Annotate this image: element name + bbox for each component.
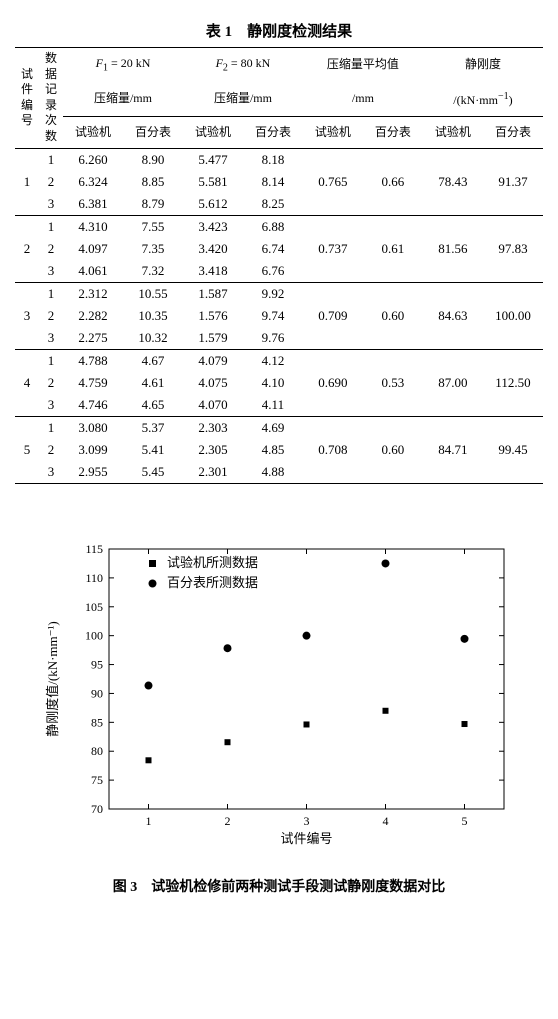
table-row: 16.2608.905.4778.18 <box>15 148 543 171</box>
table-row: 34.0617.323.4186.76 <box>15 260 543 283</box>
svg-text:5: 5 <box>462 814 468 828</box>
table-title: 表 1 静刚度检测结果 <box>15 20 543 41</box>
table-row: 224.0977.353.4206.740.7370.6181.5697.83 <box>15 238 543 260</box>
table-row: 34.7464.654.0704.11 <box>15 394 543 417</box>
table-row: 424.7594.614.0754.100.6900.5387.00112.50 <box>15 372 543 394</box>
svg-text:试件编号: 试件编号 <box>280 831 332 846</box>
svg-text:95: 95 <box>91 657 103 671</box>
table-row: 36.3818.795.6128.25 <box>15 193 543 216</box>
svg-text:110: 110 <box>85 570 103 584</box>
svg-text:静刚度值/(kN·mm⁻¹): 静刚度值/(kN·mm⁻¹) <box>45 621 60 736</box>
svg-text:80: 80 <box>91 744 103 758</box>
svg-text:105: 105 <box>85 599 103 613</box>
svg-text:4: 4 <box>383 814 389 828</box>
svg-text:百分表所测数据: 百分表所测数据 <box>167 575 258 590</box>
table-row: 126.3248.855.5818.140.7650.6678.4391.37 <box>15 171 543 193</box>
svg-text:100: 100 <box>85 628 103 642</box>
table-row: 32.9555.452.3014.88 <box>15 461 543 484</box>
table-row: 14.3107.553.4236.88 <box>15 215 543 238</box>
results-table: 试件编号 数据记录次数 F1 = 20 kN F2 = 80 kN 压缩量平均值… <box>15 47 543 484</box>
table-row: 32.27510.321.5799.76 <box>15 327 543 350</box>
table-row: 13.0805.372.3034.69 <box>15 416 543 439</box>
svg-text:90: 90 <box>91 686 103 700</box>
svg-text:1: 1 <box>146 814 152 828</box>
table-row: 12.31210.551.5879.92 <box>15 282 543 305</box>
svg-text:70: 70 <box>91 802 103 816</box>
scatter-chart: 70 75 80 85 90 95 100 105 110 115 1 2 3 4 5 试件编号 静刚度值/(k… <box>15 534 543 864</box>
svg-text:75: 75 <box>91 773 103 787</box>
svg-text:3: 3 <box>304 814 310 828</box>
svg-text:115: 115 <box>85 542 103 556</box>
svg-text:85: 85 <box>91 715 103 729</box>
table-row: 14.7884.674.0794.12 <box>15 349 543 372</box>
figure-title: 图 3 试验机检修前两种测试手段测试静刚度数据对比 <box>15 876 543 896</box>
table-row: 322.28210.351.5769.740.7090.6084.63100.0… <box>15 305 543 327</box>
table-row: 523.0995.412.3054.850.7080.6084.7199.45 <box>15 439 543 461</box>
svg-text:试验机所测数据: 试验机所测数据 <box>167 555 258 570</box>
svg-text:2: 2 <box>225 814 231 828</box>
